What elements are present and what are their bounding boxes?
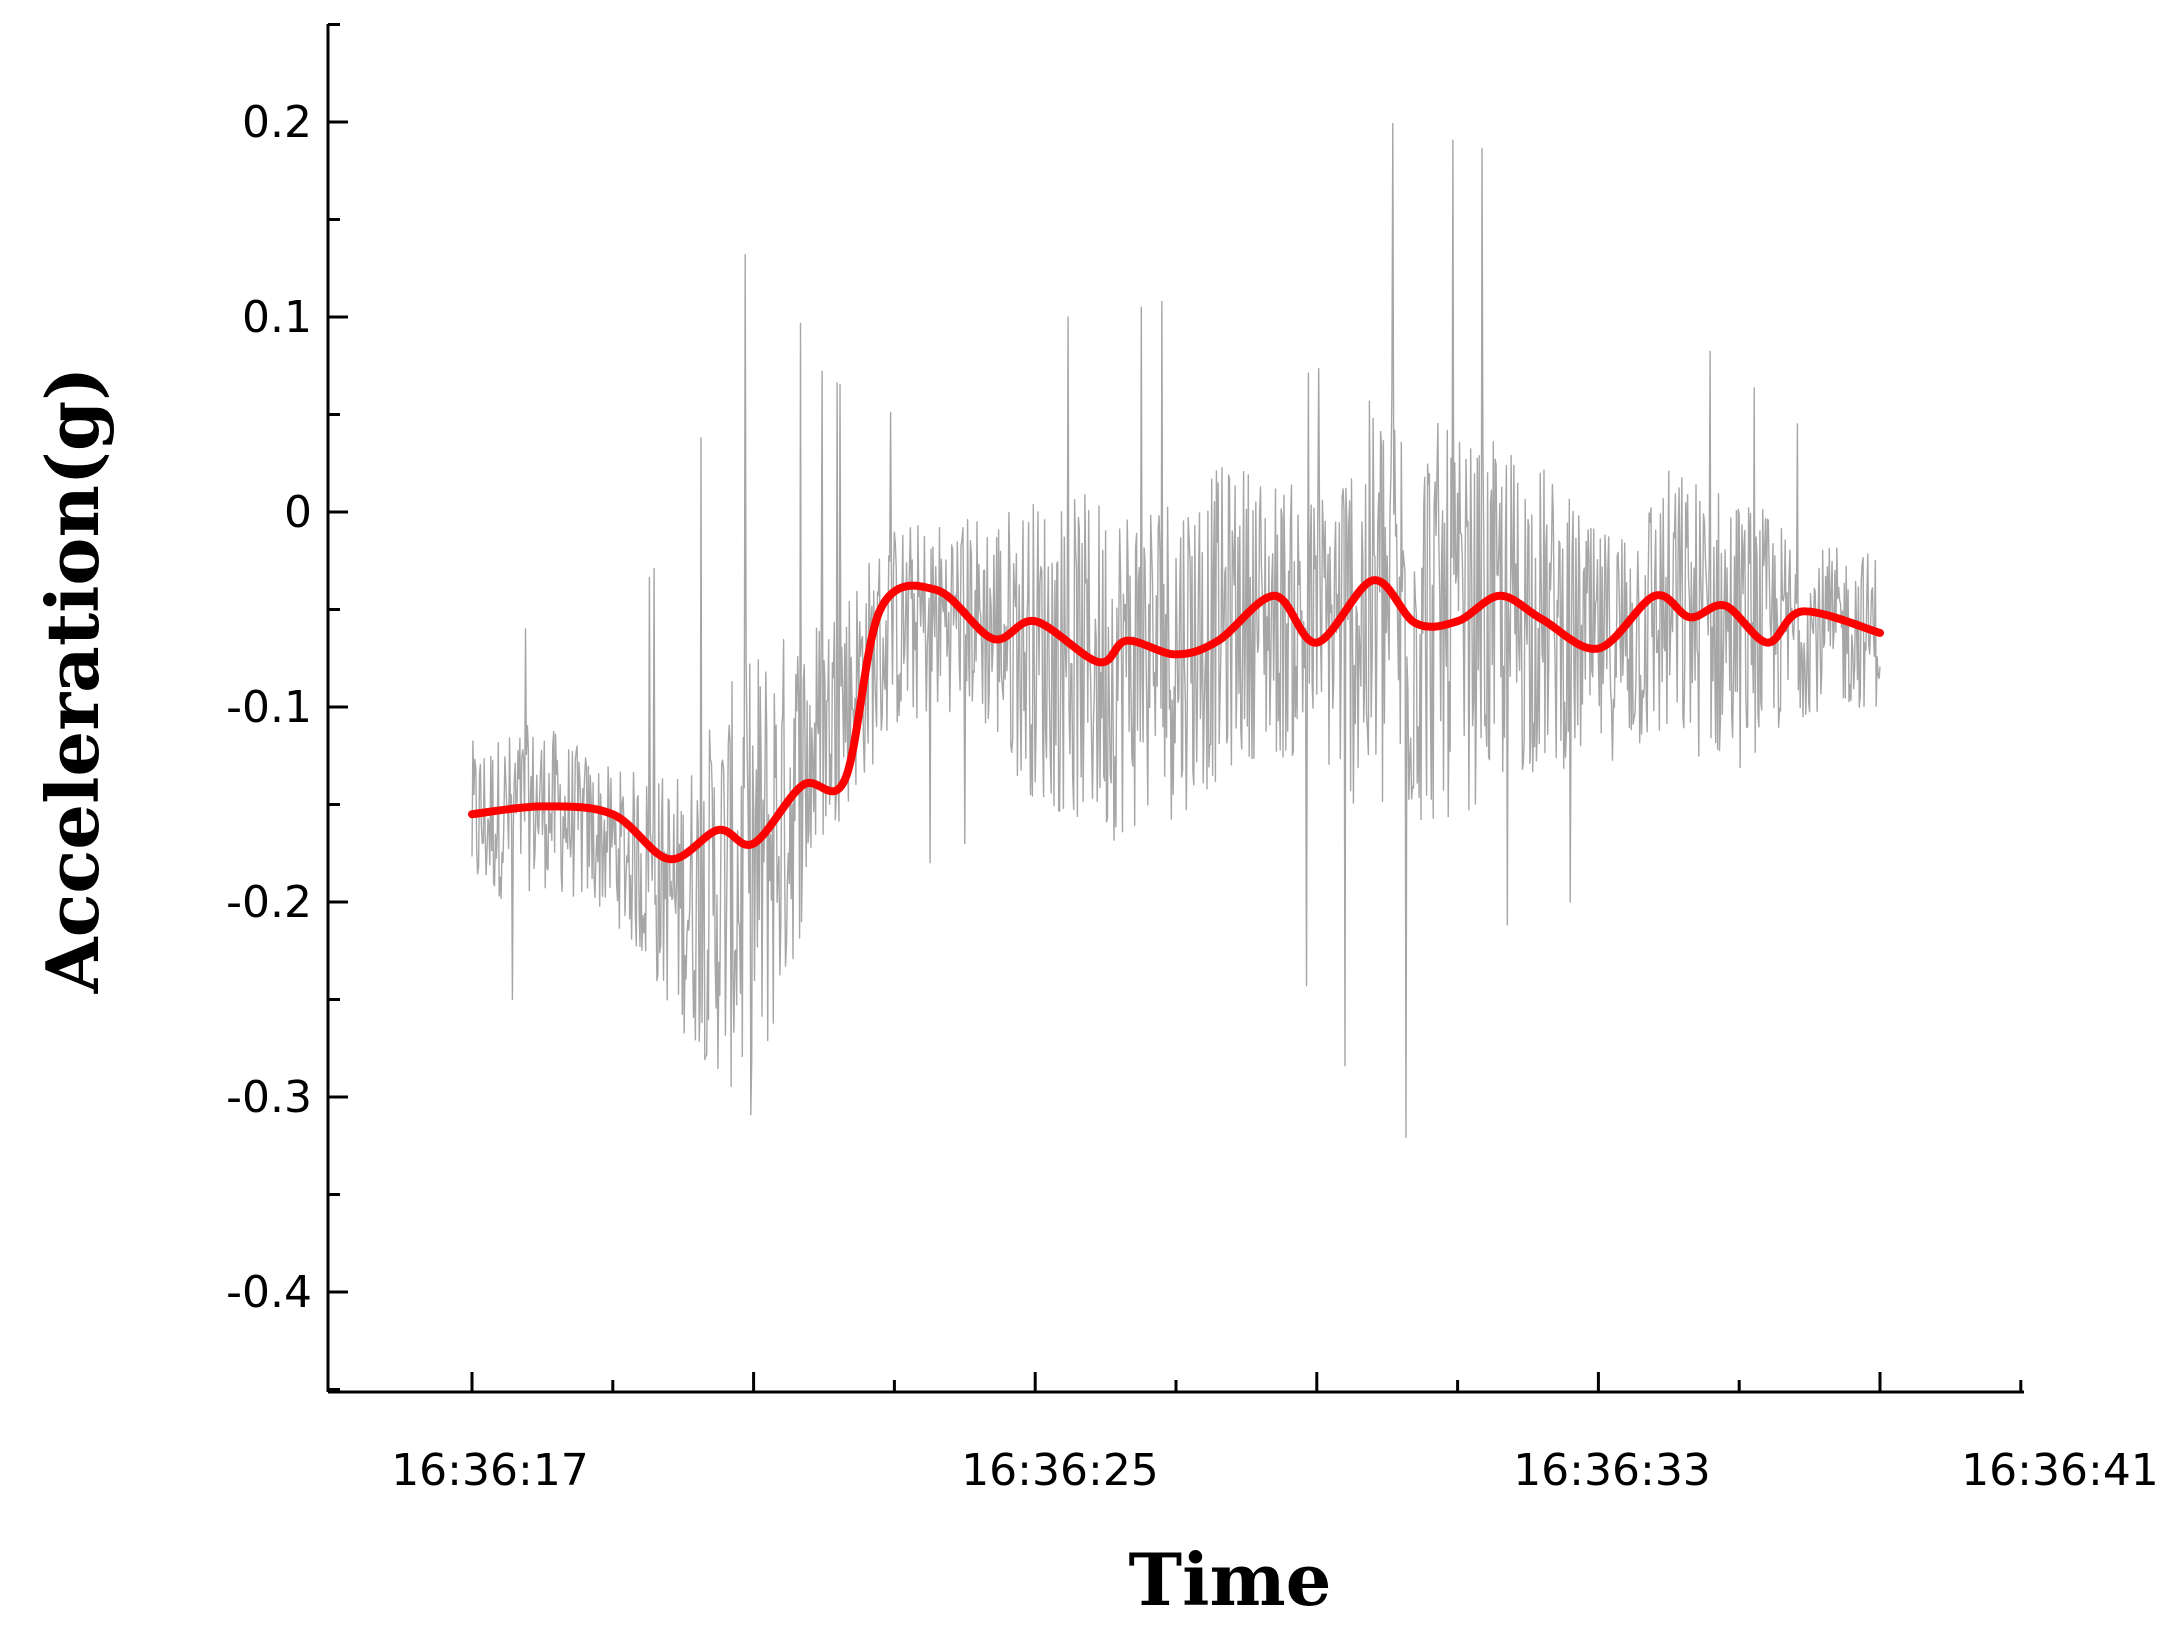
y-tick-label: 0.1: [242, 292, 312, 343]
y-tick-label: -0.4: [226, 1267, 312, 1318]
y-ticks: 0.2 0.1 0 -0.1 -0.2 -0.3 -0.4: [226, 23, 348, 1391]
x-axis-title: Time: [1129, 1537, 1332, 1622]
raw-signal-line: [471, 122, 1881, 1139]
smoothed-signal-layer: [468, 576, 1884, 864]
raw-signal-layer: [471, 122, 1881, 1139]
x-tick-label: 16:36:33: [1513, 1445, 1711, 1496]
y-tick-label: -0.2: [226, 877, 312, 928]
smoothed-signal-line: [468, 576, 1884, 864]
x-tick-label: 16:36:25: [961, 1445, 1159, 1496]
x-ticks: 16:36:17 16:36:25 16:36:33 16:36:41: [391, 1372, 2159, 1496]
y-tick-label: -0.3: [226, 1072, 312, 1123]
x-tick-label: 16:36:17: [391, 1445, 589, 1496]
y-tick-label: -0.1: [226, 682, 312, 733]
axes: [326, 24, 2024, 1394]
y-axis-title: Acceleration(g): [30, 367, 115, 995]
y-tick-label: 0: [284, 487, 312, 538]
x-tick-label: 16:36:41: [1961, 1445, 2159, 1496]
y-tick-label: 0.2: [242, 97, 312, 148]
